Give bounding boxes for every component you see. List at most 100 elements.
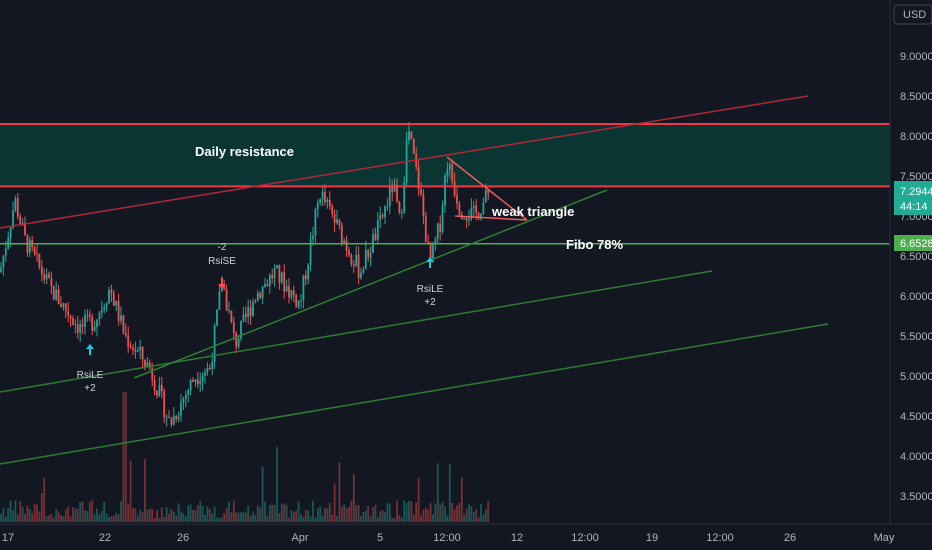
volume-bar xyxy=(307,510,310,522)
volume-bar xyxy=(48,515,50,522)
time-tick-label: 12:00 xyxy=(706,532,734,544)
candle-body xyxy=(81,324,84,327)
candle-body xyxy=(388,185,391,207)
volume-bar xyxy=(400,517,403,522)
volume-bar xyxy=(79,502,82,522)
candle-body xyxy=(247,307,250,317)
volume-bar xyxy=(376,516,379,522)
volume-bar xyxy=(64,509,67,522)
volume-bar xyxy=(338,462,341,522)
candle-body xyxy=(38,253,41,267)
price-tick-label: 7.5000 xyxy=(900,171,932,183)
candle-body xyxy=(292,290,295,295)
candle-body xyxy=(343,240,346,244)
volume-bar xyxy=(158,517,161,522)
countdown-label: 44:14 xyxy=(900,201,928,213)
candle-body xyxy=(374,234,377,240)
volume-bar xyxy=(168,513,170,522)
time-tick-label: Apr xyxy=(291,532,308,544)
fibo-price-label: 6.6528 xyxy=(900,238,932,250)
candle-body xyxy=(408,131,410,141)
volume-bar xyxy=(12,510,14,522)
candle-body xyxy=(165,417,168,419)
candle-body xyxy=(417,166,420,190)
volume-bar xyxy=(33,504,36,522)
candle-body xyxy=(2,255,5,268)
time-tick-label: 19 xyxy=(646,532,658,544)
volume-bar xyxy=(470,506,473,522)
candle-body xyxy=(465,218,468,221)
volume-bar xyxy=(396,500,398,522)
volume-bar xyxy=(405,502,408,522)
volume-bar xyxy=(417,477,420,522)
volume-bar xyxy=(379,511,382,522)
volume-bar xyxy=(254,514,257,522)
candle-body xyxy=(64,303,67,311)
price-tick-label: 6.5000 xyxy=(900,251,932,263)
currency-box[interactable] xyxy=(893,4,932,25)
volume-bar xyxy=(88,502,91,522)
volume-bar xyxy=(264,501,266,522)
candle-body xyxy=(295,294,298,307)
volume-bar xyxy=(276,447,278,522)
candle-body xyxy=(288,286,290,298)
candle-body xyxy=(43,274,46,280)
volume-bar xyxy=(9,500,12,522)
candle-body xyxy=(12,210,14,228)
volume-bar xyxy=(331,514,334,522)
volume-bar xyxy=(206,506,209,522)
volume-bar xyxy=(465,508,468,522)
price-tick-label: 3.5000 xyxy=(900,491,932,503)
volume-bar xyxy=(432,514,434,522)
volume-bar xyxy=(225,507,228,522)
volume-bar xyxy=(403,500,406,522)
volume-bar xyxy=(420,515,422,522)
candle-body xyxy=(333,213,336,224)
volume-bar xyxy=(285,504,288,522)
volume-bar xyxy=(129,460,132,522)
candle-body xyxy=(216,309,218,326)
candle-body xyxy=(391,185,394,192)
candle-body xyxy=(100,309,103,313)
price-tick-label: 5.0000 xyxy=(900,371,932,383)
volume-bar xyxy=(472,512,475,522)
candle-body xyxy=(240,320,242,339)
candle-body xyxy=(168,417,170,419)
volume-bar xyxy=(460,477,463,522)
candle-body xyxy=(79,324,82,333)
price-axis[interactable] xyxy=(890,0,932,524)
volume-bar xyxy=(216,517,218,522)
volume-bar xyxy=(98,513,101,522)
volume-bar xyxy=(249,515,252,522)
volume-bar xyxy=(230,512,233,522)
volume-bar xyxy=(388,503,391,522)
volume-bar xyxy=(240,512,242,522)
volume-bar xyxy=(31,513,34,522)
volume-bar xyxy=(412,514,415,522)
volume-bar xyxy=(218,517,221,522)
candle-body xyxy=(364,249,367,270)
volume-bar xyxy=(436,463,439,522)
volume-bar xyxy=(213,506,216,522)
candle-body xyxy=(446,169,449,176)
volume-bar xyxy=(72,507,74,522)
time-axis[interactable] xyxy=(0,524,890,550)
candle-body xyxy=(475,205,478,213)
volume-bar xyxy=(153,517,156,522)
candle-body xyxy=(139,347,142,351)
candle-body xyxy=(28,240,31,253)
volume-bar xyxy=(84,510,86,522)
candle-body xyxy=(480,213,482,219)
candle-body xyxy=(316,202,319,210)
volume-bar xyxy=(477,517,480,522)
candle-body xyxy=(340,224,343,244)
triangle-upper-line xyxy=(446,156,528,221)
volume-bar xyxy=(439,504,442,522)
candle-body xyxy=(153,379,156,391)
volume-bar xyxy=(163,516,166,522)
candle-body xyxy=(110,289,113,294)
volume-bar xyxy=(55,509,58,522)
candle-body xyxy=(62,303,65,307)
volume-bar xyxy=(288,517,290,522)
